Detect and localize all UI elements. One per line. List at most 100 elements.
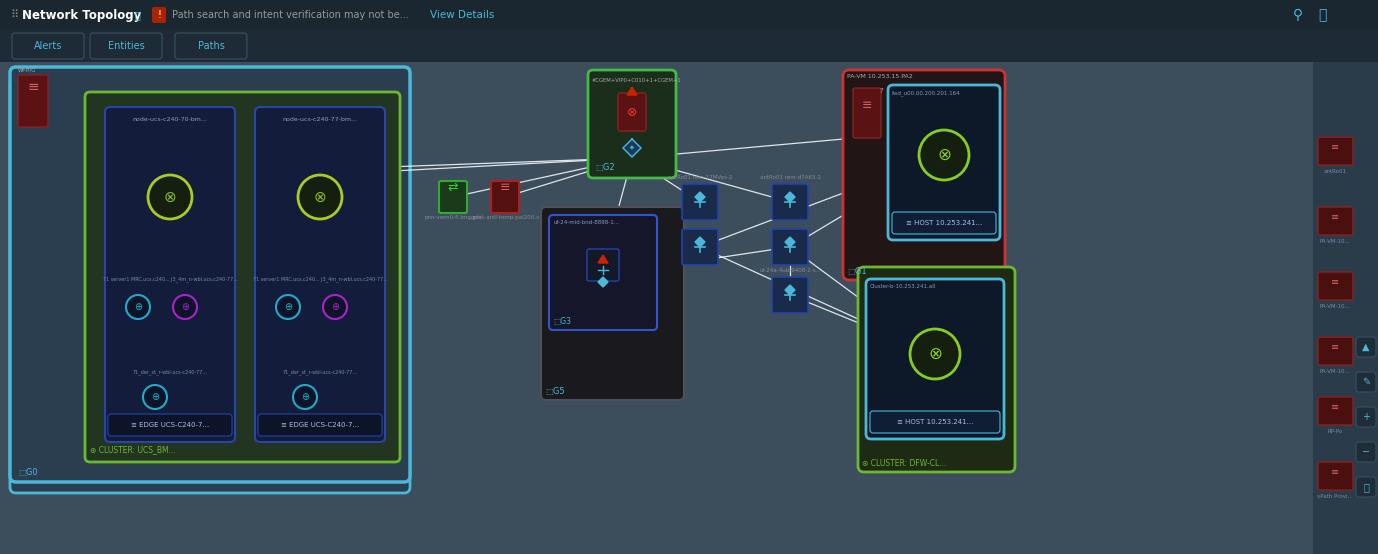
FancyBboxPatch shape: [1317, 397, 1353, 425]
FancyBboxPatch shape: [858, 267, 1016, 472]
Text: vPath Provi...: vPath Provi...: [1317, 494, 1353, 499]
FancyBboxPatch shape: [865, 279, 1005, 439]
FancyBboxPatch shape: [1317, 337, 1353, 365]
Text: PA-VM-10...: PA-VM-10...: [1320, 304, 1350, 309]
FancyBboxPatch shape: [682, 229, 718, 265]
FancyBboxPatch shape: [90, 33, 163, 59]
FancyBboxPatch shape: [107, 414, 232, 436]
Circle shape: [276, 295, 300, 319]
Text: +: +: [1361, 412, 1370, 422]
FancyBboxPatch shape: [491, 181, 520, 213]
FancyBboxPatch shape: [1356, 337, 1377, 357]
Circle shape: [909, 329, 960, 379]
Polygon shape: [785, 285, 795, 295]
Text: ≡: ≡: [1331, 467, 1339, 477]
Circle shape: [143, 385, 167, 409]
FancyBboxPatch shape: [772, 277, 808, 313]
FancyBboxPatch shape: [85, 92, 400, 462]
Polygon shape: [598, 277, 608, 287]
Text: PA-VM 10.253.15.PA2: PA-VM 10.253.15.PA2: [847, 74, 912, 79]
Text: ≡ EDGE UCS-C240-7...: ≡ EDGE UCS-C240-7...: [281, 422, 360, 428]
Text: Path search and intent verification may not be...: Path search and intent verification may …: [172, 10, 409, 20]
Text: 71_der_st_r-wbl-ucs-c240-77...: 71_der_st_r-wbl-ucs-c240-77...: [132, 369, 208, 375]
Text: ≡: ≡: [500, 181, 510, 193]
FancyBboxPatch shape: [258, 414, 382, 436]
Text: PA-VM-10...: PA-VM-10...: [1320, 369, 1350, 374]
Text: ⓘ: ⓘ: [135, 10, 141, 20]
Circle shape: [147, 175, 192, 219]
Text: ⊕: ⊕: [284, 302, 292, 312]
Text: Cluster-b-10.253.241.all: Cluster-b-10.253.241.all: [870, 284, 936, 289]
FancyBboxPatch shape: [440, 181, 467, 213]
Polygon shape: [623, 139, 641, 157]
Text: ≡ EDGE UCS-C240-7...: ≡ EDGE UCS-C240-7...: [131, 422, 209, 428]
Text: fwd_u00.00.200.201.164: fwd_u00.00.200.201.164: [892, 90, 960, 96]
FancyBboxPatch shape: [1356, 372, 1377, 392]
Polygon shape: [695, 237, 706, 247]
FancyBboxPatch shape: [10, 78, 411, 493]
Text: ≡: ≡: [861, 99, 872, 111]
Text: ?: ?: [879, 88, 883, 94]
FancyBboxPatch shape: [1317, 462, 1353, 490]
Text: ▲: ▲: [1363, 342, 1370, 352]
FancyBboxPatch shape: [870, 411, 1000, 433]
Text: ≡ HOST 10.253.241...: ≡ HOST 10.253.241...: [905, 220, 983, 226]
Text: ⚲: ⚲: [1293, 8, 1304, 22]
Text: antRo01 rem-d7AK5-2: antRo01 rem-d7AK5-2: [759, 175, 820, 180]
FancyBboxPatch shape: [548, 215, 657, 330]
FancyBboxPatch shape: [772, 229, 808, 265]
Text: ⊗: ⊗: [164, 189, 176, 204]
Circle shape: [919, 130, 969, 180]
Circle shape: [174, 295, 197, 319]
Text: ⬚G0: ⬚G0: [18, 468, 37, 477]
Text: −: −: [1361, 447, 1370, 457]
Text: ≡: ≡: [1331, 142, 1339, 152]
Text: ⊛ CLUSTER: UCS_BM...: ⊛ CLUSTER: UCS_BM...: [90, 445, 176, 454]
FancyBboxPatch shape: [1356, 442, 1377, 462]
FancyBboxPatch shape: [0, 62, 1313, 554]
FancyBboxPatch shape: [892, 212, 996, 234]
Text: Alerts: Alerts: [34, 41, 62, 51]
FancyBboxPatch shape: [1317, 207, 1353, 235]
Polygon shape: [695, 192, 706, 202]
Text: ⊕: ⊕: [300, 392, 309, 402]
Text: 71 server1 MRC.ucs.c240... J3_4m_n-wbl.ucs.c240-77...: 71 server1 MRC.ucs.c240... J3_4m_n-wbl.u…: [252, 276, 387, 282]
Text: ⊕: ⊕: [134, 302, 142, 312]
Text: ✦: ✦: [630, 145, 635, 151]
Text: Wr-P/G: Wr-P/G: [18, 67, 36, 72]
Text: ⬚G2: ⬚G2: [595, 163, 615, 172]
Text: ⊕: ⊕: [181, 302, 189, 312]
Text: uf-24-mid-bnd-8898-1...: uf-24-mid-bnd-8898-1...: [553, 220, 619, 225]
FancyBboxPatch shape: [152, 7, 165, 23]
Text: uf-24a-4ub-9408-2-s...: uf-24a-4ub-9408-2-s...: [759, 268, 821, 273]
Text: ⊛ CLUSTER: DFW-CL...: ⊛ CLUSTER: DFW-CL...: [863, 459, 947, 468]
Text: Paths: Paths: [197, 41, 225, 51]
Text: ⊗: ⊗: [927, 345, 943, 363]
Text: ⊕: ⊕: [331, 302, 339, 312]
FancyBboxPatch shape: [887, 85, 1000, 240]
Circle shape: [298, 175, 342, 219]
FancyBboxPatch shape: [1317, 137, 1353, 165]
FancyBboxPatch shape: [682, 184, 718, 220]
FancyBboxPatch shape: [0, 0, 1378, 30]
Text: PA-VM-10...: PA-VM-10...: [1320, 239, 1350, 244]
FancyBboxPatch shape: [1356, 407, 1377, 427]
FancyBboxPatch shape: [1313, 62, 1378, 554]
Text: ⊗: ⊗: [937, 146, 951, 164]
FancyBboxPatch shape: [1356, 477, 1377, 497]
FancyBboxPatch shape: [10, 67, 411, 482]
Text: !: !: [157, 10, 161, 20]
Text: ≡ HOST 10.253.241...: ≡ HOST 10.253.241...: [897, 419, 973, 425]
Text: ⇄: ⇄: [448, 181, 459, 193]
Polygon shape: [598, 255, 608, 263]
Polygon shape: [627, 87, 637, 95]
Text: node-ucs-c240-77-bm...: node-ucs-c240-77-bm...: [282, 117, 357, 122]
Text: ≡: ≡: [1331, 212, 1339, 222]
Text: 71_der_st_r-wbl-ucs-c240-77...: 71_der_st_r-wbl-ucs-c240-77...: [282, 369, 357, 375]
Circle shape: [294, 385, 317, 409]
FancyBboxPatch shape: [255, 107, 384, 442]
Text: antRo01: antRo01: [1323, 169, 1346, 174]
Text: ⬚G5: ⬚G5: [546, 387, 565, 396]
FancyBboxPatch shape: [588, 70, 677, 178]
FancyBboxPatch shape: [0, 30, 1378, 62]
